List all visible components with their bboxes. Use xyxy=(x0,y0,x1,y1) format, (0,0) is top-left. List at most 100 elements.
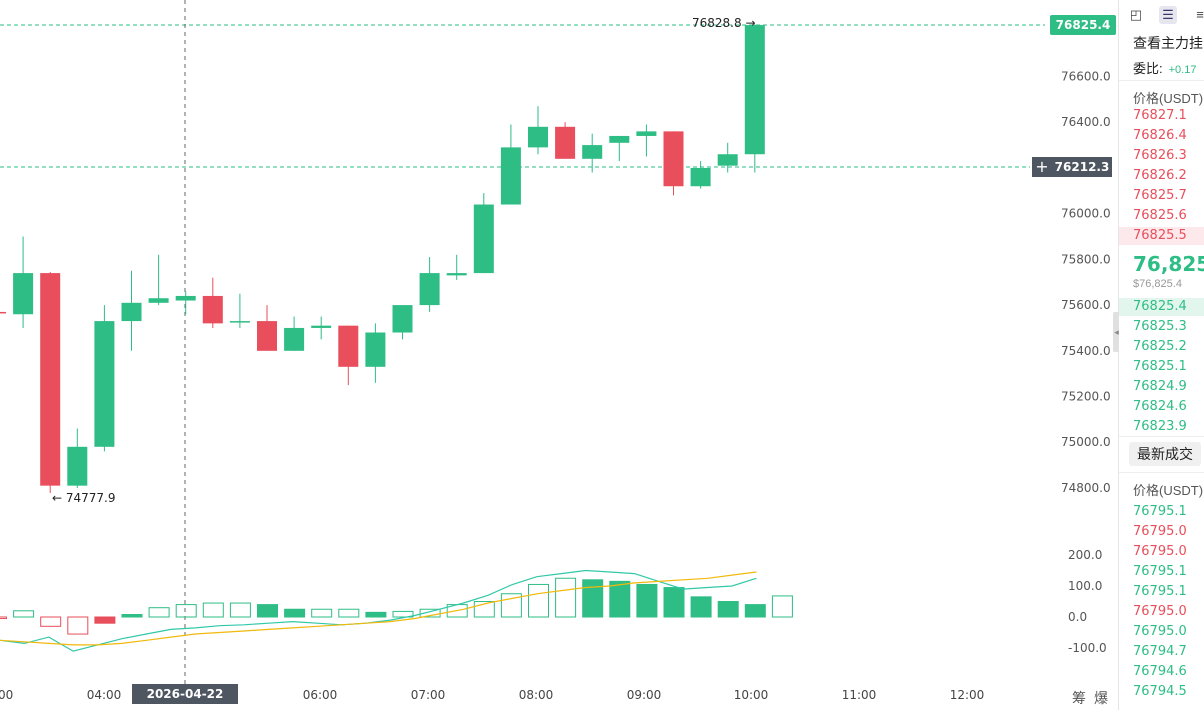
last-price: 76,825.4 xyxy=(1133,252,1204,276)
price-axis-tick: 75200.0 xyxy=(1061,390,1111,404)
trade-row: 76795.1 xyxy=(1133,584,1187,599)
asks-view-icon[interactable]: ≡ xyxy=(1196,7,1204,22)
macd-histogram-bar xyxy=(94,616,116,624)
macd-histogram-bar xyxy=(609,580,631,618)
time-axis-tick: 09:00 xyxy=(627,688,662,702)
price-axis-tick: 76600.0 xyxy=(1061,70,1111,84)
panel-divider xyxy=(1118,0,1119,710)
crosshair-add-icon[interactable]: + xyxy=(1032,157,1052,177)
candle-body xyxy=(636,131,657,136)
macd-histogram-bar xyxy=(0,616,7,620)
ask-row[interactable]: 76825.5 xyxy=(1133,228,1187,243)
candle-body xyxy=(663,131,684,187)
time-axis-tick: 07:00 xyxy=(411,688,446,702)
dea-line xyxy=(0,571,757,646)
divider xyxy=(1119,436,1204,437)
time-axis-tick: 06:00 xyxy=(303,688,338,702)
trade-row: 76794.5 xyxy=(1133,684,1187,699)
candle-body xyxy=(392,305,413,333)
candle-body xyxy=(717,154,738,166)
candle-body xyxy=(419,273,440,306)
macd-histogram-bar xyxy=(690,596,712,618)
volume-axis-tick: -100.0 xyxy=(1068,641,1107,655)
bid-row[interactable]: 76823.9 xyxy=(1133,419,1187,434)
order-ratio: 委比: +0.17 xyxy=(1133,58,1196,77)
time-axis-tick: 10:00 xyxy=(734,688,769,702)
bid-row[interactable]: 76825.4 xyxy=(1133,299,1187,314)
trade-row: 76795.1 xyxy=(1133,564,1187,579)
price-axis-tick: 74800.0 xyxy=(1061,481,1111,495)
chip-distribution-icon[interactable]: 筹 xyxy=(1072,690,1094,706)
candle-body xyxy=(148,298,169,303)
bid-row[interactable]: 76825.2 xyxy=(1133,339,1187,354)
liquidation-icon[interactable]: 爆 xyxy=(1094,690,1116,706)
candle-body xyxy=(94,321,115,447)
candle-body xyxy=(609,135,630,143)
macd-histogram-bar xyxy=(202,602,224,618)
current-price-tag: 76825.4 xyxy=(1050,15,1116,35)
bid-row[interactable]: 76824.9 xyxy=(1133,379,1187,394)
ask-row[interactable]: 76826.4 xyxy=(1133,128,1187,143)
volume-axis-tick: 100.0 xyxy=(1068,579,1102,593)
ask-row[interactable]: 76825.7 xyxy=(1133,188,1187,203)
macd-histogram-bar xyxy=(663,587,685,618)
candle-body xyxy=(582,145,603,159)
price-axis-tick: 75600.0 xyxy=(1061,298,1111,312)
macd-histogram-bar xyxy=(121,614,143,618)
time-axis-tick: 08:00 xyxy=(519,688,554,702)
chart-bottom-tools[interactable]: 筹爆 xyxy=(1072,688,1116,708)
macd-histogram-bar xyxy=(175,604,197,618)
ask-row[interactable]: 76826.2 xyxy=(1133,168,1187,183)
bid-highlight xyxy=(1119,298,1204,316)
macd-histogram-bar xyxy=(148,607,170,618)
macd-histogram-bar xyxy=(13,610,35,618)
major-orders-link[interactable]: 查看主力挂 xyxy=(1133,35,1203,51)
trade-row: 76795.0 xyxy=(1133,604,1187,619)
low-price-label: ← 74777.9 xyxy=(52,491,116,505)
bid-row[interactable]: 76824.6 xyxy=(1133,399,1187,414)
candle-body xyxy=(473,204,494,274)
macd-histogram-bar xyxy=(392,610,414,618)
bid-row[interactable]: 76825.3 xyxy=(1133,319,1187,334)
macd-histogram-bar xyxy=(311,608,333,618)
candle-body xyxy=(0,311,6,314)
macd-histogram-bar xyxy=(365,611,387,618)
macd-histogram-bar xyxy=(500,593,522,618)
chart-pane[interactable]: 76600.076400.076200.076000.075800.075600… xyxy=(0,0,1118,721)
price-column-header: 价格(USDT) xyxy=(1133,91,1204,106)
ask-row[interactable]: 76826.3 xyxy=(1133,148,1187,163)
time-axis-tick: 11:00 xyxy=(842,688,877,702)
dif-line xyxy=(0,569,757,652)
candle-body xyxy=(257,321,277,351)
crosshair-date-tag: 2026-04-22 04:45 xyxy=(132,684,238,721)
candle-body xyxy=(13,273,34,315)
trade-row: 76795.0 xyxy=(1133,524,1187,539)
trade-row: 76794.6 xyxy=(1133,664,1187,679)
time-axis-tick: 00 xyxy=(0,688,13,702)
latest-trades-tab[interactable]: 最新成交 xyxy=(1129,442,1201,466)
candle-body xyxy=(121,302,142,322)
time-axis-tick: 12:00 xyxy=(950,688,985,702)
orderbook-panel: ◰ ☰ ≡ 查看主力挂 委比: +0.17 价格(USDT) 76827.1 768… xyxy=(1119,0,1204,710)
macd-histogram-bar xyxy=(636,583,658,618)
trade-row: 76794.7 xyxy=(1133,644,1187,659)
macd-histogram-bar xyxy=(257,604,278,618)
candle-body xyxy=(528,126,548,148)
last-price-usd: $76,825.4 xyxy=(1133,278,1182,290)
macd-histogram-bar xyxy=(229,602,251,618)
candle-body xyxy=(67,446,88,486)
ask-row[interactable]: 76827.1 xyxy=(1133,108,1187,123)
collapse-panel-handle[interactable]: ◂ xyxy=(1113,312,1120,352)
price-axis-tick: 75000.0 xyxy=(1061,435,1111,449)
candle-body xyxy=(338,325,359,367)
candle-body xyxy=(284,327,305,351)
orderbook-view-icon[interactable]: ☰ xyxy=(1159,6,1177,24)
layout-icon[interactable]: ◰ xyxy=(1129,7,1143,22)
ask-row[interactable]: 76825.6 xyxy=(1133,208,1187,223)
trade-row: 76795.1 xyxy=(1133,504,1187,519)
candle-body xyxy=(555,126,576,159)
candle-body xyxy=(40,273,61,486)
kline-chart[interactable]: 76600.076400.076200.076000.075800.075600… xyxy=(0,0,1118,710)
candle-body xyxy=(446,273,467,276)
bid-row[interactable]: 76825.1 xyxy=(1133,359,1187,374)
